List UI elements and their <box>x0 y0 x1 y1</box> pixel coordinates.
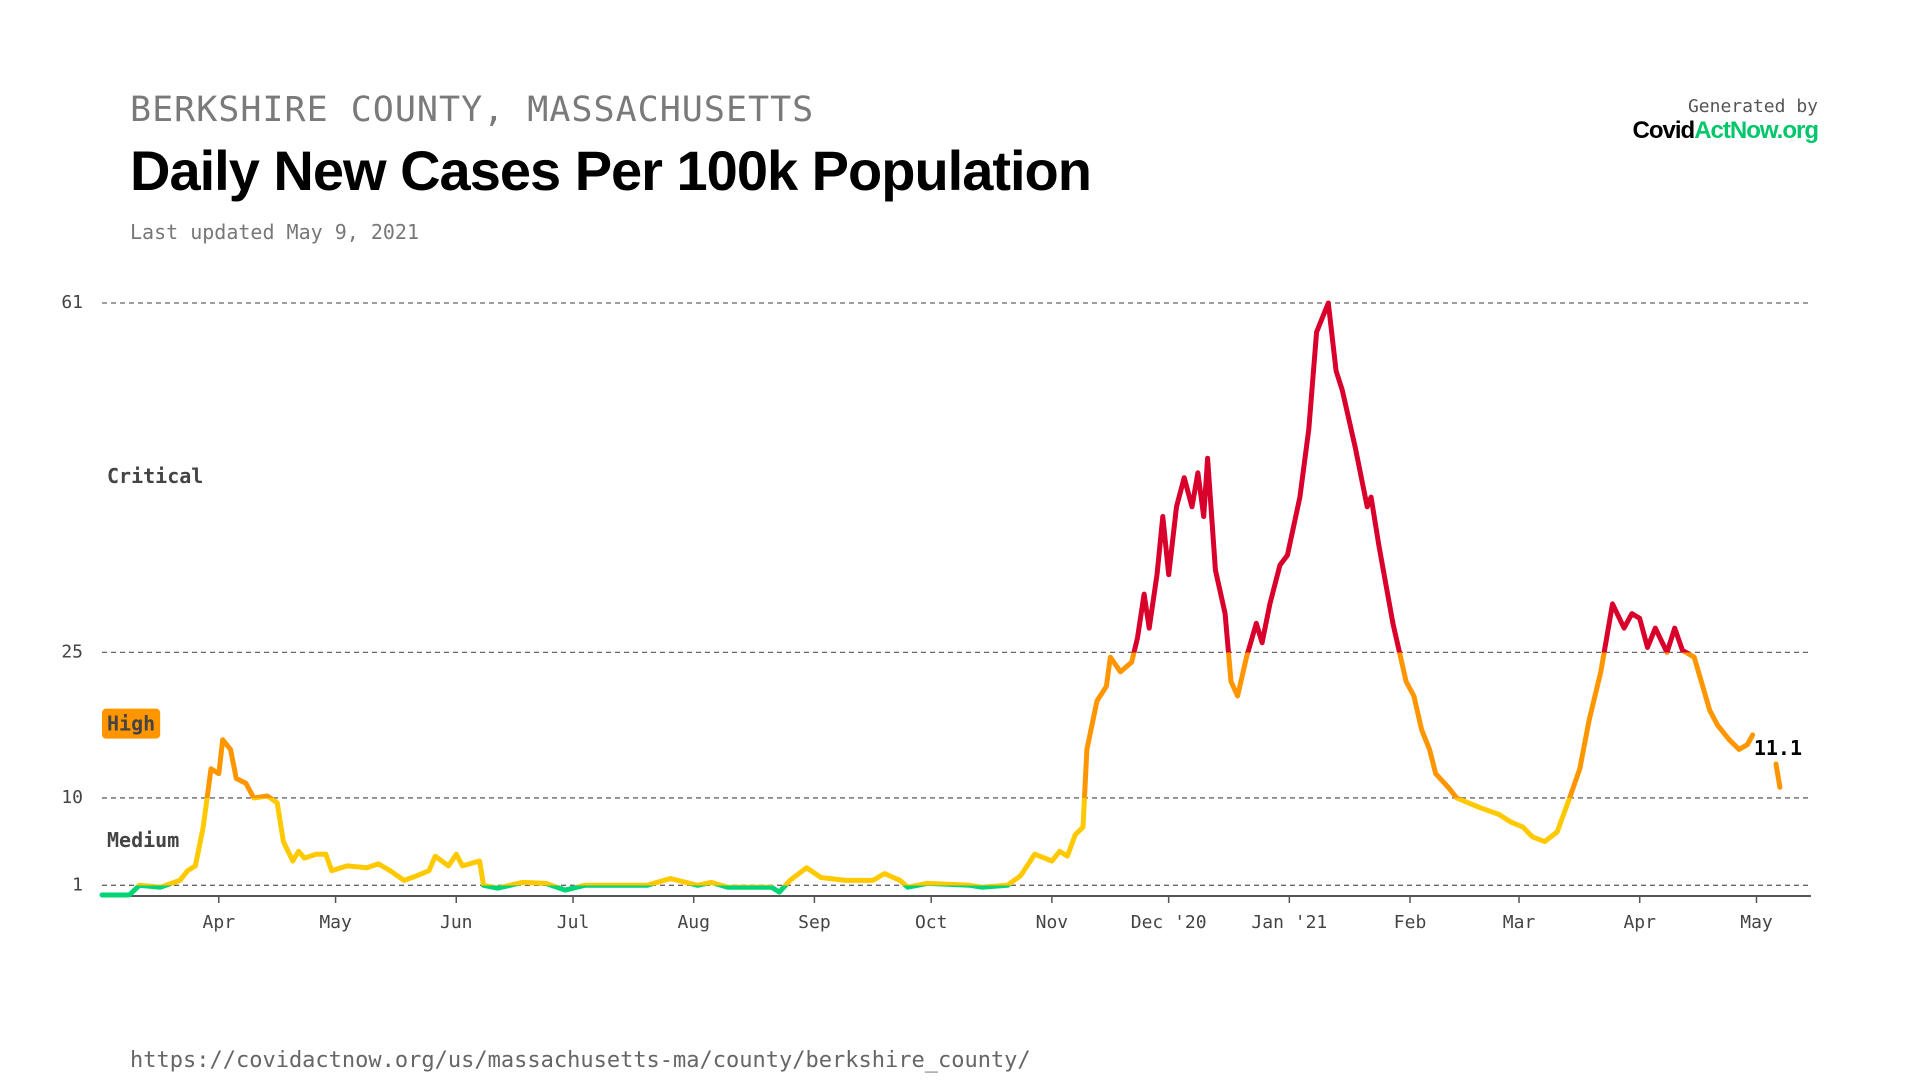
x-tick-label: Mar <box>1503 912 1536 933</box>
x-tick-label: Nov <box>1036 912 1069 933</box>
logo-caption: Generated by <box>1687 96 1818 117</box>
x-tick-label: May <box>319 912 352 933</box>
x-tick-label: Dec '20 <box>1131 912 1207 933</box>
x-tick-label: Sep <box>798 912 831 933</box>
supertitle: BERKSHIRE COUNTY, MASSACHUSETTS <box>130 90 815 130</box>
x-tick-label: Jun <box>440 912 473 933</box>
value-label: 11.1 <box>1754 736 1802 760</box>
y-tick-label: 25 <box>61 641 83 662</box>
logo-part: ActNow.org <box>1694 117 1819 144</box>
x-tick-label: Aug <box>677 912 710 933</box>
line <box>99 300 1783 898</box>
chart-title: Daily New Cases Per 100k Population <box>130 139 1092 202</box>
y-tick-label: 1 <box>72 874 83 895</box>
x-tick-label: Apr <box>203 912 236 933</box>
y-tick-label: 10 <box>61 787 83 808</box>
level-label: Medium <box>107 828 179 852</box>
level-label: High <box>107 712 155 736</box>
x-tick-label: Feb <box>1394 912 1427 933</box>
x-tick-label: Apr <box>1623 912 1656 933</box>
level-label: Critical <box>107 464 203 488</box>
logo-part: Covid <box>1632 117 1696 144</box>
logo-name: CovidActNow.org <box>1632 117 1819 145</box>
x-tick-label: Jul <box>557 912 590 933</box>
x-tick-label: May <box>1740 912 1773 933</box>
source-url[interactable]: https://covidactnow.org/us/massachusetts… <box>130 1048 1031 1073</box>
x-tick-label: Jan '21 <box>1251 912 1327 933</box>
x-tick-label: Oct <box>915 912 948 933</box>
logo[interactable]: Generated by CovidActNow.org <box>1632 96 1819 145</box>
y-tick-label: 61 <box>61 292 83 313</box>
level-label-box <box>102 708 161 739</box>
last-updated: Last updated May 9, 2021 <box>130 220 419 244</box>
